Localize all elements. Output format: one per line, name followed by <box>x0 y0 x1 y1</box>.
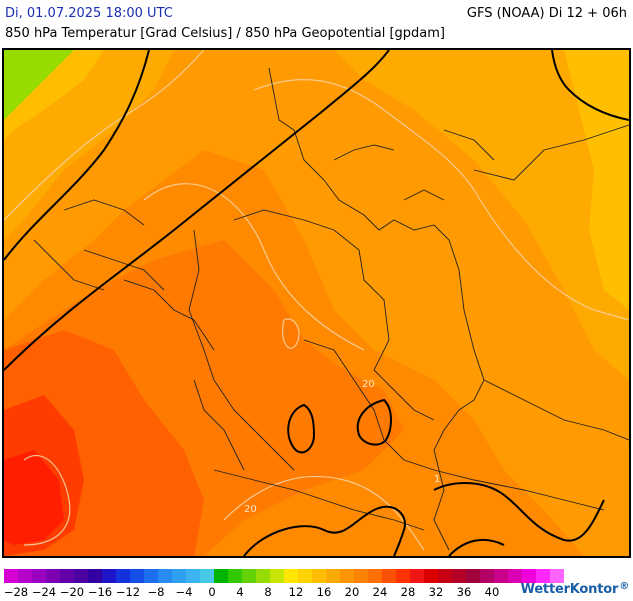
colorbar-tick-label: 4 <box>236 585 244 599</box>
colorbar-swatch <box>74 569 88 583</box>
colorbar-swatch <box>550 569 564 583</box>
colorbar-swatch <box>508 569 522 583</box>
contour-label: 20 <box>362 379 375 390</box>
colorbar-tick-label: 24 <box>372 585 388 599</box>
temp-zone-nw-cold <box>4 50 74 120</box>
colorbar-tick-label: −8 <box>147 585 165 599</box>
colorbar-swatch <box>4 569 18 583</box>
colorbar-tick-label: 16 <box>316 585 332 599</box>
colorbar-tick-label: 20 <box>344 585 360 599</box>
colorbar-tick-label: 12 <box>288 585 304 599</box>
colorbar-tick-label: 0 <box>208 585 216 599</box>
colorbar-swatch <box>214 569 228 583</box>
colorbar-tick-label: −28 <box>3 585 29 599</box>
colorbar-swatch <box>32 569 46 583</box>
colorbar-tick-label: −24 <box>31 585 57 599</box>
colorbar-tick-label: 8 <box>264 585 272 599</box>
colorbar-swatch <box>480 569 494 583</box>
colorbar-swatch <box>312 569 326 583</box>
colorbar-swatch <box>396 569 410 583</box>
colorbar-tick-label: 28 <box>400 585 416 599</box>
colorbar-swatch <box>438 569 452 583</box>
colorbar-swatch <box>116 569 130 583</box>
geopotential-contours <box>4 50 629 556</box>
colorbar-swatch <box>46 569 60 583</box>
colorbar-swatch <box>130 569 144 583</box>
colorbar-tick-label: −4 <box>175 585 193 599</box>
weather-map[interactable]: 20 20 1 <box>2 48 631 558</box>
colorbar-swatch <box>172 569 186 583</box>
colorbar-swatch <box>242 569 256 583</box>
colorbar-swatch <box>466 569 480 583</box>
colorbar-swatch <box>326 569 340 583</box>
colorbar-swatch <box>158 569 172 583</box>
colorbar-swatch <box>536 569 550 583</box>
colorbar-swatch <box>424 569 438 583</box>
colorbar-tick-label: 36 <box>456 585 472 599</box>
colorbar-swatch <box>340 569 354 583</box>
map-canvas: 20 20 1 <box>4 50 629 556</box>
colorbar-tick-label: −16 <box>87 585 113 599</box>
colorbar-swatch <box>60 569 74 583</box>
colorbar-tick-label: −20 <box>59 585 85 599</box>
colorbar-swatch <box>228 569 242 583</box>
colorbar-swatch <box>354 569 368 583</box>
colorbar <box>4 569 564 583</box>
colorbar-swatch <box>18 569 32 583</box>
colorbar-swatch <box>144 569 158 583</box>
colorbar-swatch <box>256 569 270 583</box>
colorbar-swatch <box>186 569 200 583</box>
colorbar-swatch <box>298 569 312 583</box>
colorbar-swatch <box>284 569 298 583</box>
temp-zone-28 <box>4 450 64 545</box>
registered-mark: ® <box>619 581 629 592</box>
colorbar-ticks: −28 −24 −20 −16 −12 −8 −4 0 4 8 12 16 20 24 28 32 36 40 <box>4 585 564 601</box>
colorbar-swatch <box>382 569 396 583</box>
colorbar-swatch <box>270 569 284 583</box>
colorbar-swatch <box>452 569 466 583</box>
colorbar-swatch <box>494 569 508 583</box>
temp-zone-16 <box>334 50 629 380</box>
color-legend: −28 −24 −20 −16 −12 −8 −4 0 4 8 12 16 20 24 28 32 36 40 <box>4 569 564 601</box>
date-label: Di, 01.07.2025 18:00 UTC <box>5 6 173 21</box>
colorbar-swatch <box>200 569 214 583</box>
colorbar-swatch <box>522 569 536 583</box>
wetterkontor-logo[interactable]: WetterKontor® <box>520 581 630 597</box>
logo-text: WetterKontor <box>520 582 619 597</box>
colorbar-swatch <box>368 569 382 583</box>
colorbar-swatch <box>102 569 116 583</box>
model-run-label: GFS (NOAA) Di 12 + 06h <box>466 6 627 21</box>
colorbar-tick-label: 40 <box>484 585 500 599</box>
colorbar-swatch <box>410 569 424 583</box>
map-subtitle: 850 hPa Temperatur [Grad Celsius] / 850 … <box>5 26 446 41</box>
contour-label: 1 <box>434 474 440 485</box>
contour-label: 20 <box>244 504 257 515</box>
colorbar-tick-label: −12 <box>115 585 141 599</box>
colorbar-tick-label: 32 <box>428 585 444 599</box>
colorbar-swatch <box>88 569 102 583</box>
